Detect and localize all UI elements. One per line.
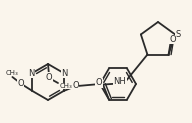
Text: N: N xyxy=(28,69,35,77)
Text: O: O xyxy=(17,78,24,87)
Text: N: N xyxy=(61,69,68,77)
Text: O: O xyxy=(72,82,79,91)
Text: O: O xyxy=(46,72,52,82)
Text: O: O xyxy=(169,35,176,44)
Text: S: S xyxy=(175,30,181,39)
Text: NH: NH xyxy=(114,77,126,86)
Text: CH₃: CH₃ xyxy=(6,70,19,76)
Text: CH₃: CH₃ xyxy=(60,83,73,89)
Text: O: O xyxy=(96,78,102,87)
